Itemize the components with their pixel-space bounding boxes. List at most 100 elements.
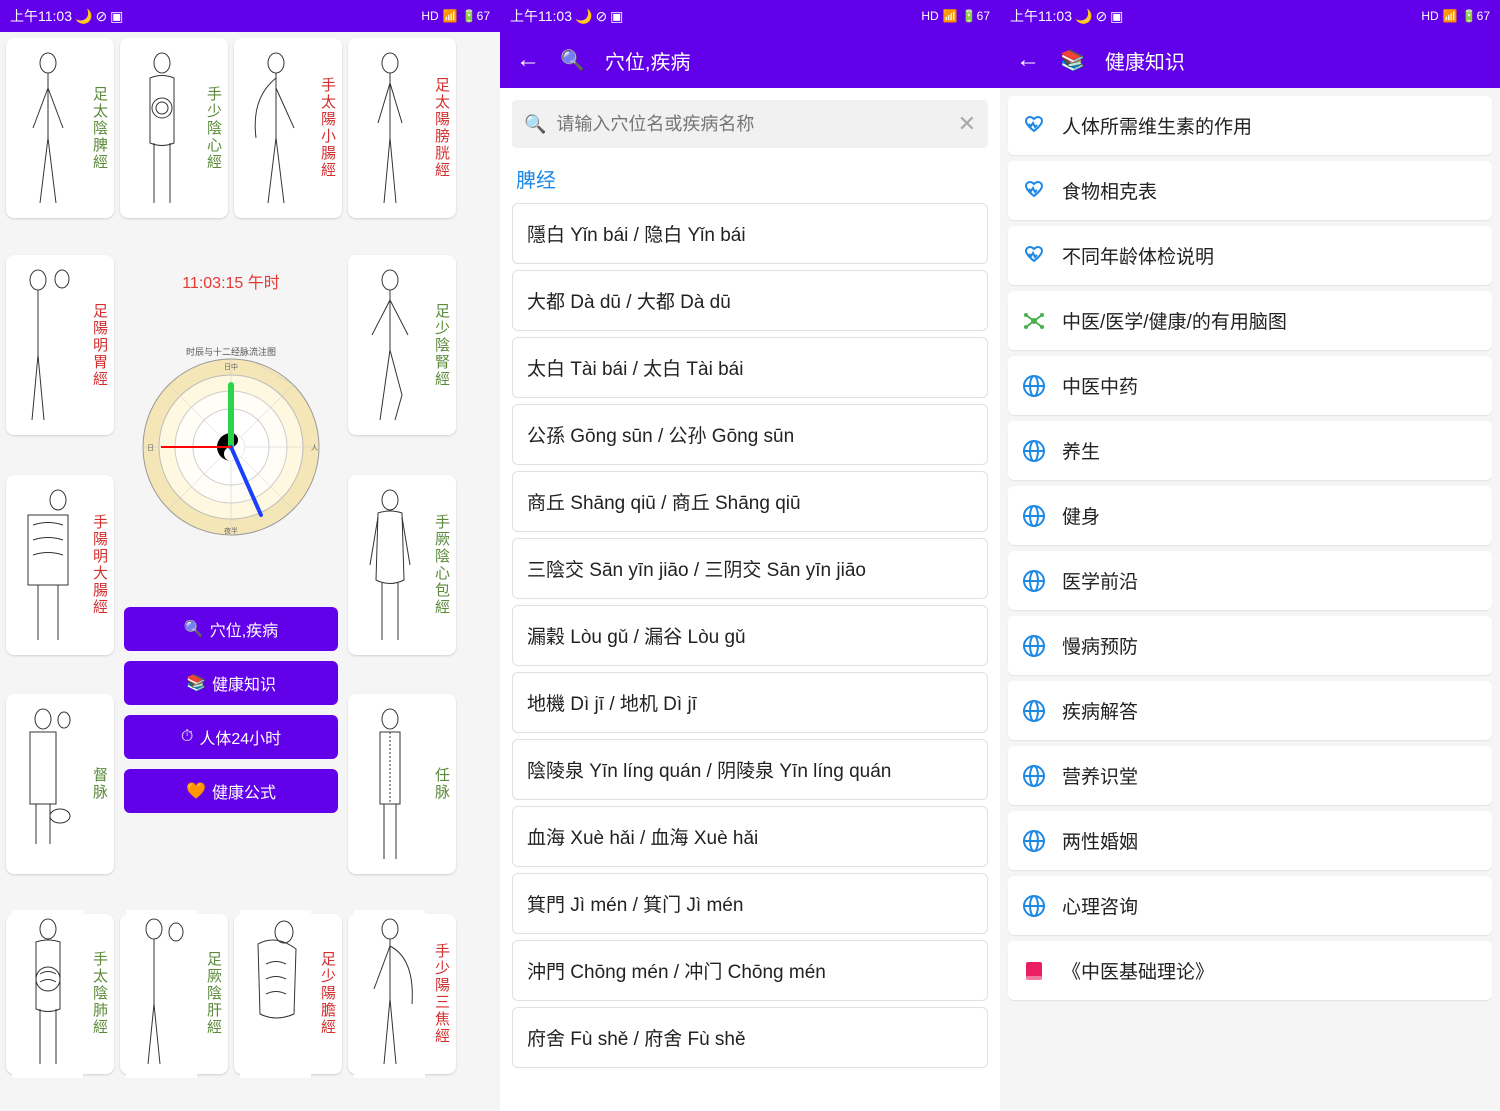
list-item[interactable]: 隱白 Yǐn bái / 隐白 Yǐn bái [512,203,988,264]
book-icon [1022,959,1046,983]
list-item[interactable]: 疾病解答 [1008,681,1492,740]
item-label: 养生 [1062,437,1100,464]
meridian-card[interactable]: 手太陽小腸經 [234,38,342,218]
meridian-label: 任脉 [431,767,456,801]
nfc-icon: ▣ [1110,8,1123,25]
health-knowledge-button[interactable]: 📚健康知识 [124,661,338,705]
list-item[interactable]: 人体所需维生素的作用 [1008,96,1492,155]
list-item[interactable]: 心理咨询 [1008,876,1492,935]
meridian-card[interactable]: 足少陽膽經 [234,914,342,1074]
meridian-card[interactable]: 督脉 [6,694,114,874]
item-label: 两性婚姻 [1062,827,1138,854]
item-label: 医学前沿 [1062,567,1138,594]
status-time: 上午11:03 [1010,6,1072,26]
search-icon: 🔍 [184,619,204,639]
meridian-card[interactable]: 任脉 [348,694,456,874]
hd-icon: HD [421,9,438,23]
list-item[interactable]: 公孫 Gōng sūn / 公孙 Gōng sūn [512,404,988,465]
battery-icon: 🔋67 [962,9,990,23]
list-item[interactable]: 商丘 Shāng qiū / 商丘 Shāng qiū [512,471,988,532]
button-label: 健康公式 [212,779,276,803]
svg-text:人: 人 [311,444,318,452]
meridian-card[interactable]: 足太陰脾經 [6,38,114,218]
globe-icon [1022,894,1046,918]
list-item[interactable]: 三陰交 Sān yīn jiāo / 三阴交 Sān yīn jiāo [512,538,988,599]
list-item[interactable]: 漏穀 Lòu gǔ / 漏谷 Lòu gǔ [512,605,988,666]
globe-icon [1022,764,1046,788]
list-item[interactable]: 医学前沿 [1008,551,1492,610]
meridian-label: 手太陰肺經 [89,951,114,1036]
search-box[interactable]: 🔍 ✕ [512,100,988,148]
globe-icon [1022,829,1046,853]
battery-icon: 🔋67 [1462,9,1490,23]
item-label: 人体所需维生素的作用 [1062,112,1252,139]
meridian-grid: 足太陰脾經 手少陰心經 手太陽小腸經 足太陽膀胱經 足陽明胃經 11:03:15… [0,32,500,1111]
item-label: 中医/医学/健康/的有用脑图 [1062,307,1287,334]
list-item[interactable]: 食物相克表 [1008,161,1492,220]
dnd-icon: ⊘ [95,8,107,25]
list-item[interactable]: 沖門 Chōng mén / 冲门 Chōng mén [512,940,988,1001]
list-item[interactable]: 健身 [1008,486,1492,545]
list-item[interactable]: 中医/医学/健康/的有用脑图 [1008,291,1492,350]
list-item[interactable]: 府舍 Fù shě / 府舍 Fù shě [512,1007,988,1068]
meridian-label: 足厥陰肝經 [203,951,228,1036]
clear-icon[interactable]: ✕ [958,111,976,137]
svg-text:夜半: 夜半 [224,526,238,535]
list-item[interactable]: 不同年龄体检说明 [1008,226,1492,285]
list-item[interactable]: 血海 Xuè hǎi / 血海 Xuè hǎi [512,806,988,867]
list-item[interactable]: 太白 Tài bái / 太白 Tài bái [512,337,988,398]
health-formula-button[interactable]: 🧡健康公式 [124,769,338,813]
globe-icon [1022,439,1046,463]
list-item[interactable]: 营养识堂 [1008,746,1492,805]
body-diagram [126,44,197,212]
list-item[interactable]: 陰陵泉 Yīn líng quán / 阴陵泉 Yīn líng quán [512,739,988,800]
meridian-card[interactable]: 手太陰肺經 [6,914,114,1074]
app-bar: ← 📚 健康知识 [1000,32,1500,88]
body-24h-button[interactable]: ⏱人体24小时 [124,715,338,759]
meridian-card[interactable]: 手少陽三焦經 [348,914,456,1074]
hd-icon: HD [921,9,938,23]
heart-icon [1022,179,1046,203]
meridian-card[interactable]: 手厥陰心包經 [348,475,456,655]
search-icon: 🔍 [560,48,585,73]
item-label: 健身 [1062,502,1100,529]
dnd-icon: ⊘ [1095,8,1107,25]
list-item[interactable]: 大都 Dà dū / 大都 Dà dū [512,270,988,331]
list-item[interactable]: 养生 [1008,421,1492,480]
app-bar: ← 🔍 穴位,疾病 [500,32,1000,88]
moon-icon: 🌙 [575,8,592,25]
list-item[interactable]: 《中医基础理论》 [1008,941,1492,1000]
search-input[interactable] [556,114,947,135]
meridian-card[interactable]: 手少陰心經 [120,38,228,218]
status-bar: 上午11:03 🌙 ⊘ ▣ HD 📶 🔋67 [500,0,1000,32]
meridian-clock[interactable]: 时辰与十二经脉流注图 [131,347,331,547]
list-item[interactable]: 中医中药 [1008,356,1492,415]
meridian-card[interactable]: 足厥陰肝經 [120,914,228,1074]
list-item[interactable]: 箕門 Jì mén / 箕门 Jì mén [512,873,988,934]
knowledge-list: 人体所需维生素的作用食物相克表不同年龄体检说明中医/医学/健康/的有用脑图中医中… [1000,88,1500,1111]
back-button[interactable]: ← [516,46,540,74]
meridian-card[interactable]: 足少陰腎經 [348,255,456,435]
net-icon [1022,309,1046,333]
screen-acupoint-search: 上午11:03 🌙 ⊘ ▣ HD 📶 🔋67 ← 🔍 穴位,疾病 🔍 ✕ 脾经 … [500,0,1000,1111]
body-diagram [126,910,197,1078]
status-bar: 上午11:03 🌙 ⊘ ▣ HD 📶 🔋67 [0,0,500,32]
meridian-card[interactable]: 足陽明胃經 [6,255,114,435]
list-item[interactable]: 地機 Dì jī / 地机 Dì jī [512,672,988,733]
section-title: 脾经 [500,160,1000,203]
globe-icon [1022,569,1046,593]
acupoint-list: 隱白 Yǐn bái / 隐白 Yǐn bái 大都 Dà dū / 大都 Dà… [500,203,1000,1068]
acupoint-search-button[interactable]: 🔍穴位,疾病 [124,607,338,651]
nfc-icon: ▣ [110,8,123,25]
item-label: 心理咨询 [1062,892,1138,919]
button-label: 人体24小时 [199,725,281,749]
button-label: 健康知识 [212,671,276,695]
back-button[interactable]: ← [1016,46,1040,74]
body-diagram [12,910,83,1078]
list-item[interactable]: 慢病预防 [1008,616,1492,675]
list-item[interactable]: 两性婚姻 [1008,811,1492,870]
globe-icon [1022,374,1046,398]
meridian-card[interactable]: 手陽明大腸經 [6,475,114,655]
meridian-label: 足太陽膀胱經 [431,77,456,179]
meridian-card[interactable]: 足太陽膀胱經 [348,38,456,218]
